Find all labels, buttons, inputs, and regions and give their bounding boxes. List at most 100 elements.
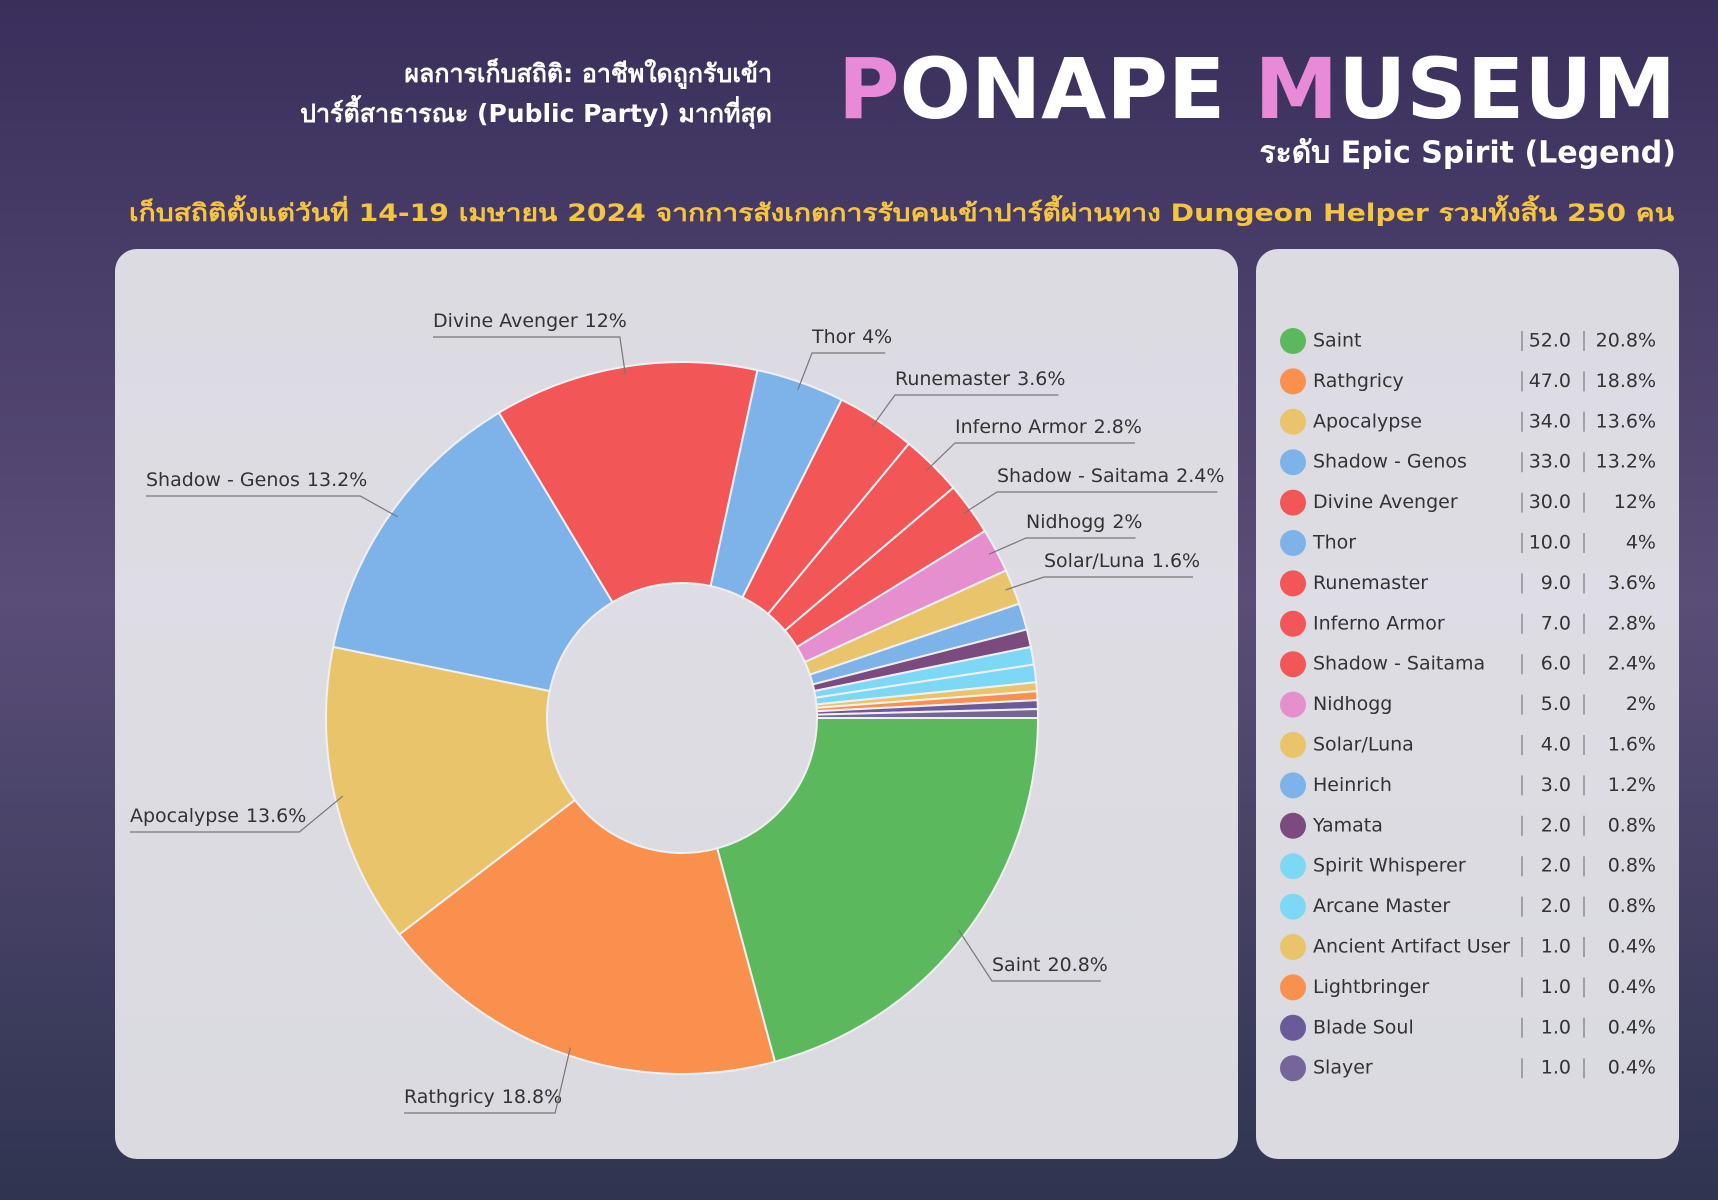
leader-line — [926, 442, 1135, 471]
callout-percent: 2% — [1112, 511, 1142, 533]
legend-percent: 0.4% — [1608, 1016, 1656, 1038]
legend-percent: 13.2% — [1596, 451, 1656, 473]
slice — [815, 708, 1040, 719]
legend-name: Yamata — [1312, 814, 1383, 836]
legend-name: Heinrich — [1313, 774, 1392, 796]
legend-name: Blade Soul — [1313, 1016, 1414, 1038]
legend-percent: 3.6% — [1608, 572, 1656, 594]
callout-label: Divine Avenger 12% — [433, 310, 627, 332]
legend-count: 4.0 — [1541, 734, 1571, 756]
legend-percent: 12% — [1614, 491, 1656, 513]
legend-count: 5.0 — [1541, 693, 1571, 715]
legend-name: Arcane Master — [1313, 895, 1450, 917]
callout-percent: 2.4% — [1176, 465, 1224, 487]
callout-percent: 13.6% — [246, 805, 306, 827]
callout-name: Shadow - Genos — [146, 469, 300, 491]
leader-line — [797, 352, 886, 391]
legend-percent: 4% — [1626, 532, 1656, 554]
legend-count: 1.0 — [1541, 1057, 1571, 1079]
legend-name: Runemaster — [1313, 572, 1428, 594]
legend-dot — [1280, 893, 1306, 920]
callout-percent: 12% — [585, 310, 627, 332]
slice — [397, 798, 777, 1076]
slice — [497, 361, 759, 604]
legend-count: 2.0 — [1541, 895, 1571, 917]
callout-name: Runemaster — [895, 368, 1010, 390]
legend-percent: 18.8% — [1596, 370, 1656, 392]
leader-line — [146, 495, 399, 518]
legend-percent: 0.8% — [1608, 895, 1656, 917]
legend-count: 10.0 — [1529, 532, 1571, 554]
legend-percent: 1.2% — [1608, 774, 1656, 796]
legend-percent: 20.8% — [1596, 330, 1656, 352]
legend-name: Lightbringer — [1313, 976, 1429, 998]
legend-count: 33.0 — [1529, 451, 1571, 473]
legend-count: 7.0 — [1541, 612, 1571, 634]
leader-line — [130, 795, 344, 833]
legend-dot — [1280, 1014, 1306, 1041]
callout-label: Solar/Luna 1.6% — [1044, 550, 1200, 572]
callout-percent: 1.6% — [1152, 550, 1200, 572]
callout-percent: 13.2% — [307, 469, 367, 491]
legend-percent: 0.4% — [1608, 976, 1656, 998]
callout-name: Divine Avenger — [433, 310, 578, 332]
legend-dot — [1280, 449, 1306, 476]
legend-dot — [1280, 732, 1306, 758]
legend-percent: 2.4% — [1608, 653, 1656, 675]
legend-name: Nidhogg — [1313, 693, 1392, 715]
legend-name: Solar/Luna — [1313, 734, 1414, 756]
legend-count: 6.0 — [1541, 653, 1571, 675]
callout-label: Rathgricy 18.8% — [404, 1086, 562, 1108]
callout-name: Rathgricy — [404, 1086, 495, 1108]
legend-dot — [1280, 530, 1306, 556]
callout-name: Solar/Luna — [1044, 550, 1145, 572]
legend-dot — [1280, 934, 1306, 960]
callout-label: Thor 4% — [811, 326, 892, 348]
legend-percent: 0.8% — [1608, 855, 1656, 877]
legend-dot — [1280, 772, 1306, 799]
leader-line — [963, 491, 1218, 514]
legend-percent: 1.6% — [1608, 734, 1656, 756]
legend-count: 30.0 — [1529, 491, 1571, 513]
legend-count: 9.0 — [1541, 572, 1571, 594]
callout-label: Shadow - Genos 13.2% — [146, 469, 367, 491]
legend-panel — [1256, 249, 1679, 1159]
legend-count: 1.0 — [1541, 976, 1571, 998]
legend-count: 2.0 — [1541, 855, 1571, 877]
callout-label: Shadow - Saitama 2.4% — [997, 465, 1224, 487]
legend-count: 1.0 — [1541, 936, 1571, 958]
legend-name: Inferno Armor — [1313, 612, 1445, 634]
callout-name: Inferno Armor — [955, 416, 1087, 438]
legend-percent: 0.4% — [1608, 936, 1656, 958]
leader-line — [957, 929, 1101, 982]
legend-name: Thor — [1312, 532, 1356, 554]
callout-percent: 4% — [862, 326, 892, 348]
legend-count: 2.0 — [1541, 814, 1571, 836]
legend-name: Spirit Whisperer — [1313, 855, 1466, 877]
callout-name: Shadow - Saitama — [997, 465, 1169, 487]
callout-label: Inferno Armor 2.8% — [955, 416, 1142, 438]
main-title: PONAPE MUSEUM — [838, 40, 1676, 138]
callout-percent: 20.8% — [1047, 954, 1107, 976]
slice — [325, 645, 577, 936]
legend-name: Ancient Artifact User — [1313, 936, 1510, 958]
title-line: ผลการเก็บสถิติ: อาชีพใดถูกรับเข้า — [404, 58, 772, 90]
legend-name: Shadow - Genos — [1313, 451, 1467, 473]
legend-dot — [1280, 853, 1306, 880]
legend-name: Rathgricy — [1313, 370, 1404, 392]
leader-line — [1005, 576, 1194, 591]
legend-dot — [1280, 1055, 1306, 1082]
legend-dot — [1280, 570, 1306, 597]
legend-name: Divine Avenger — [1313, 491, 1458, 513]
subtitle: ระดับ Epic Spirit (Legend) — [1260, 136, 1676, 171]
legend-name: Slayer — [1313, 1057, 1373, 1079]
legend-percent: 0.4% — [1608, 1057, 1656, 1079]
callout-label: Saint 20.8% — [992, 954, 1108, 976]
legend-count: 47.0 — [1529, 370, 1571, 392]
leader-line — [404, 1047, 571, 1114]
legend-dot — [1280, 328, 1306, 354]
legend-dot — [1280, 812, 1306, 839]
callout-percent: 18.8% — [502, 1086, 562, 1108]
note: เก็บสถิติตั้งแต่วันที่ 14-19 เมษายน 2024… — [129, 194, 1675, 227]
